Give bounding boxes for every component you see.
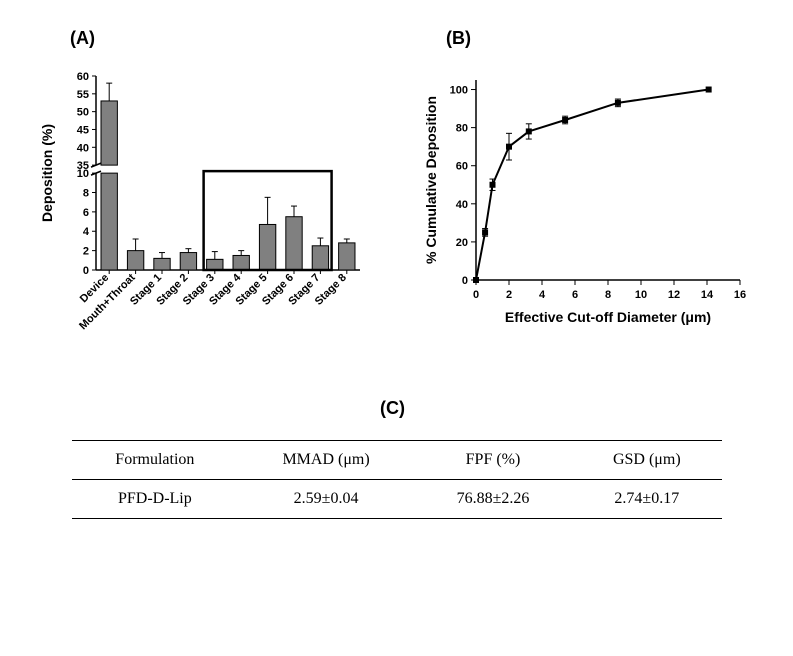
cumulative-line-chart: 0 2 4 6 8 10 12 14 16 0 20 40 60 80 100 Effective Cut-o… [420,70,750,330]
svg-text:14: 14 [701,289,714,301]
svg-text:100: 100 [450,85,468,97]
svg-text:0: 0 [473,289,479,301]
svg-text:35: 35 [77,160,89,172]
svg-text:8: 8 [605,289,611,301]
table-row: PFD-D-Lip 2.59±0.04 76.88±2.26 2.74±0.17 [72,480,722,519]
deposition-bar-chart: 0246810354045505560Deposition (%)DeviceM… [38,70,368,360]
svg-text:0: 0 [462,275,468,287]
col-formulation: Formulation [72,441,238,480]
svg-text:2: 2 [83,246,89,258]
cell-mmad: 2.59±0.04 [238,480,415,519]
svg-text:20: 20 [456,237,468,249]
svg-text:6: 6 [572,289,578,301]
panel-c-label: (C) [380,398,405,419]
svg-text:Deposition (%): Deposition (%) [39,124,55,222]
table-header-row: Formulation MMAD (μm) FPF (%) GSD (μm) [72,441,722,480]
col-mmad: MMAD (μm) [238,441,415,480]
svg-text:4: 4 [83,226,90,238]
svg-text:60: 60 [77,71,89,83]
svg-text:45: 45 [77,124,89,136]
svg-text:4: 4 [539,289,546,301]
svg-text:80: 80 [456,123,468,135]
svg-text:2: 2 [506,289,512,301]
svg-text:% Cumulative Deposition: % Cumulative Deposition [423,96,439,264]
svg-text:55: 55 [77,89,89,101]
svg-text:8: 8 [83,187,89,199]
svg-text:6: 6 [83,207,89,219]
svg-text:40: 40 [456,199,468,211]
svg-text:12: 12 [668,289,680,301]
svg-text:Effective Cut-off Diameter (μm: Effective Cut-off Diameter (μm) [505,309,711,325]
svg-text:60: 60 [456,161,468,173]
cell-fpf: 76.88±2.26 [414,480,571,519]
formulation-table: Formulation MMAD (μm) FPF (%) GSD (μm) P… [72,440,722,519]
svg-text:40: 40 [77,142,89,154]
svg-text:50: 50 [77,107,89,119]
svg-text:10: 10 [635,289,647,301]
panel-b-label: (B) [446,28,471,49]
svg-text:16: 16 [734,289,746,301]
cell-gsd: 2.74±0.17 [572,480,722,519]
svg-text:0: 0 [83,265,89,277]
col-gsd: GSD (μm) [572,441,722,480]
panel-a-label: (A) [70,28,95,49]
cell-formulation: PFD-D-Lip [72,480,238,519]
col-fpf: FPF (%) [414,441,571,480]
